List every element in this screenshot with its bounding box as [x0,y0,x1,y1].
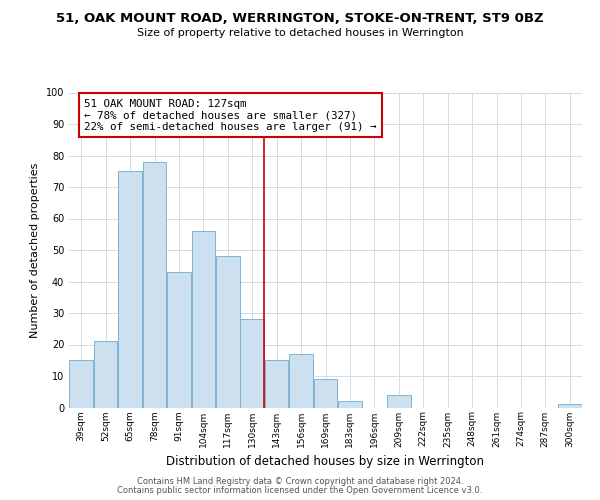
Bar [167,272,191,407]
Bar [118,171,142,408]
Text: 51 OAK MOUNT ROAD: 127sqm
← 78% of detached houses are smaller (327)
22% of semi: 51 OAK MOUNT ROAD: 127sqm ← 78% of detac… [85,99,377,132]
Text: Contains public sector information licensed under the Open Government Licence v3: Contains public sector information licen… [118,486,482,495]
Bar [338,401,362,407]
Bar [289,354,313,408]
Bar [265,360,289,408]
Bar [241,320,264,408]
Bar [558,404,581,407]
Text: Size of property relative to detached houses in Werrington: Size of property relative to detached ho… [137,28,463,38]
Bar [191,231,215,408]
Text: Contains HM Land Registry data © Crown copyright and database right 2024.: Contains HM Land Registry data © Crown c… [137,477,463,486]
Bar [70,360,93,408]
Y-axis label: Number of detached properties: Number of detached properties [30,162,40,338]
X-axis label: Distribution of detached houses by size in Werrington: Distribution of detached houses by size … [167,455,485,468]
Bar [387,395,410,407]
Bar [216,256,239,408]
Bar [143,162,166,408]
Bar [314,379,337,408]
Bar [94,342,118,407]
Text: 51, OAK MOUNT ROAD, WERRINGTON, STOKE-ON-TRENT, ST9 0BZ: 51, OAK MOUNT ROAD, WERRINGTON, STOKE-ON… [56,12,544,26]
